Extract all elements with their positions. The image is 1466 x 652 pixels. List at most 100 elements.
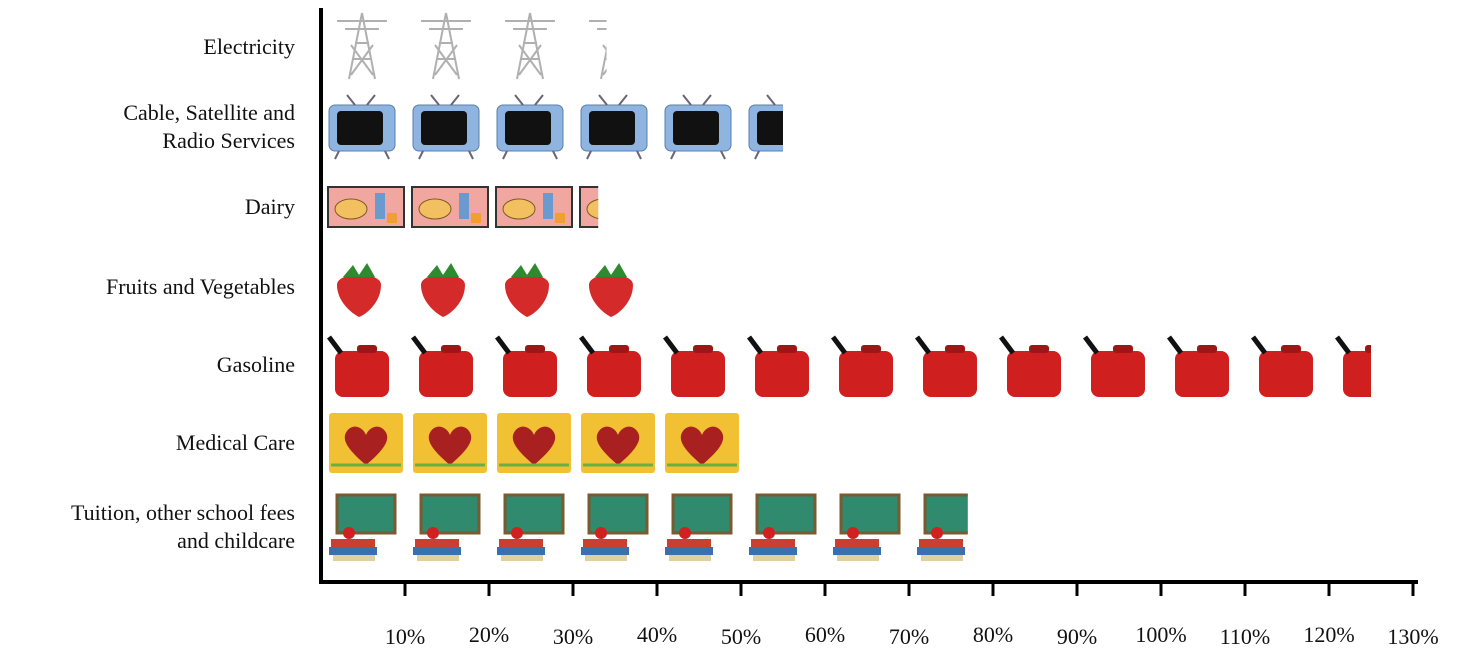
icon — [753, 555, 795, 561]
icon-unit — [505, 263, 549, 317]
icon — [847, 527, 859, 539]
icon-unit — [495, 335, 557, 397]
icon-unit — [579, 335, 641, 397]
icon — [1197, 345, 1217, 353]
icon — [921, 555, 963, 561]
icon — [915, 335, 931, 355]
icon-unit — [496, 94, 564, 160]
x-tick-label: 70% — [889, 624, 929, 649]
x-tick-label: 110% — [1220, 624, 1271, 649]
icon — [337, 111, 383, 145]
icon-unit — [581, 493, 649, 561]
icon — [945, 345, 965, 353]
icon — [589, 274, 633, 317]
icon — [751, 539, 795, 547]
icon — [501, 555, 543, 561]
icon — [1113, 345, 1133, 353]
icon-unit — [327, 335, 389, 397]
icon-unit — [505, 12, 555, 80]
icon-unit — [412, 94, 480, 160]
icon — [833, 547, 881, 555]
icon-unit — [337, 263, 381, 317]
x-tick-label: 10% — [385, 624, 425, 649]
icon-unit — [664, 94, 732, 160]
icon — [555, 213, 565, 223]
icon — [917, 547, 965, 555]
icon-unit — [1251, 335, 1313, 397]
category-label: Electricity — [203, 34, 295, 59]
icon — [923, 493, 968, 535]
icon — [335, 493, 397, 535]
category-label: Fruits and Vegetables — [105, 274, 295, 299]
icon-unit — [831, 335, 893, 397]
icon — [1167, 335, 1183, 355]
icon-unit — [329, 493, 397, 561]
icon — [505, 274, 549, 317]
icon — [586, 94, 642, 160]
x-tick-label: 100% — [1135, 622, 1186, 647]
icon-unit — [749, 493, 817, 561]
icon — [609, 345, 629, 353]
icon — [585, 555, 627, 561]
icon — [596, 426, 640, 465]
icon-unit — [337, 12, 387, 80]
icon — [579, 335, 595, 355]
icon — [427, 263, 459, 277]
icon — [923, 351, 977, 397]
icon-unit — [579, 186, 599, 228]
icon — [503, 351, 557, 397]
icon-unit — [589, 263, 633, 317]
icon — [589, 20, 607, 80]
icon — [587, 351, 641, 397]
icon — [441, 345, 461, 353]
icon — [581, 547, 629, 555]
icon-unit — [497, 493, 565, 561]
icon — [334, 198, 368, 220]
icon-unit — [1083, 335, 1145, 397]
icon-unit — [748, 94, 783, 160]
icon — [418, 94, 474, 160]
icon — [421, 274, 465, 317]
x-tick-label: 30% — [553, 624, 593, 649]
icon — [1175, 351, 1229, 397]
icon-unit — [413, 413, 487, 473]
icon-unit — [1167, 335, 1229, 397]
x-tick-label: 40% — [637, 622, 677, 647]
icon — [344, 426, 388, 465]
icon — [413, 547, 461, 555]
x-tick-label: 50% — [721, 624, 761, 649]
category-label: Dairy — [244, 194, 295, 219]
icon — [505, 12, 555, 80]
icon — [1281, 345, 1301, 353]
icon — [327, 335, 343, 355]
icon — [417, 555, 459, 561]
x-tick-label: 120% — [1303, 622, 1354, 647]
icon — [583, 539, 627, 547]
pictograph-bar — [327, 335, 1371, 397]
icon — [839, 351, 893, 397]
icon — [861, 345, 881, 353]
icon — [1343, 351, 1371, 397]
icon — [679, 527, 691, 539]
icon-unit — [1335, 335, 1371, 397]
icon — [419, 493, 481, 535]
icon — [415, 539, 459, 547]
icon — [418, 198, 452, 220]
category-label: Medical Care — [175, 430, 295, 455]
icon-unit — [581, 413, 655, 473]
icon-unit — [495, 186, 573, 228]
icon — [343, 527, 355, 539]
icon-unit — [665, 493, 733, 561]
icon-unit — [327, 186, 405, 228]
icon — [502, 94, 558, 160]
icon — [1259, 351, 1313, 397]
icon — [999, 335, 1015, 355]
icon — [375, 193, 385, 219]
icon — [669, 555, 711, 561]
icon — [337, 274, 381, 317]
icon — [337, 12, 387, 80]
icon — [421, 111, 467, 145]
icon — [421, 12, 471, 80]
pictograph-bar — [329, 413, 739, 473]
